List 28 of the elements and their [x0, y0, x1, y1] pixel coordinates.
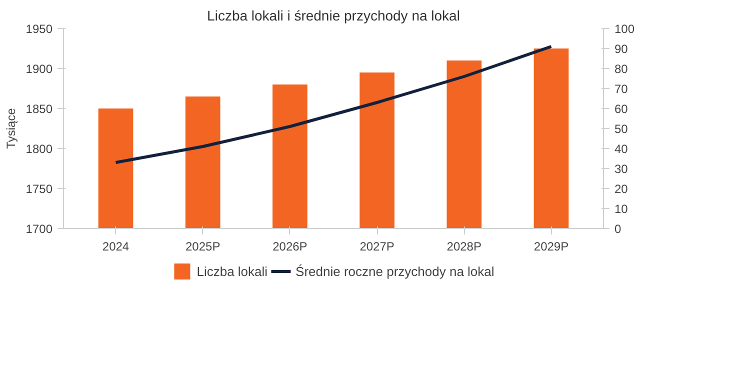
- x-tick-label: 2029P: [534, 240, 569, 254]
- y-axis-title: Tysiące: [4, 108, 18, 149]
- y2-tick-label: 0: [614, 222, 622, 236]
- y2-tick-label: 60: [614, 102, 628, 116]
- x-tick-label: 2028P: [446, 240, 482, 254]
- legend-label: Średnie roczne przychody na lokal: [296, 264, 494, 278]
- chart-title: Liczba lokali i średnie przychody na lokal: [207, 8, 460, 24]
- y2-tick-label: 40: [614, 142, 628, 156]
- y2-tick-label: 80: [614, 62, 628, 76]
- y-tick-label: 1800: [26, 142, 53, 156]
- y-tick-label: 1950: [26, 22, 53, 36]
- y-tick-label: 1850: [26, 102, 53, 116]
- x-tick-label: 2027P: [360, 240, 394, 254]
- y2-tick-label: 10: [614, 202, 628, 216]
- y-tick-label: 1700: [26, 222, 53, 236]
- legend-label: Liczba lokali: [196, 264, 268, 278]
- y2-tick-label: 100: [614, 22, 635, 36]
- x-tick-label: 2024: [102, 240, 130, 254]
- y-tick-label: 1750: [26, 182, 53, 196]
- y2-tick-label: 90: [614, 42, 628, 56]
- y2-tick-label: 20: [614, 182, 628, 196]
- y2-tick-label: 30: [614, 162, 628, 176]
- y-tick-label: 1900: [26, 62, 53, 76]
- x-tick-label: 2025P: [186, 240, 220, 254]
- y2-tick-label: 70: [614, 82, 628, 96]
- y2-tick-label: 50: [614, 122, 628, 136]
- line-series: [114, 45, 553, 164]
- x-tick-label: 2026P: [272, 240, 308, 254]
